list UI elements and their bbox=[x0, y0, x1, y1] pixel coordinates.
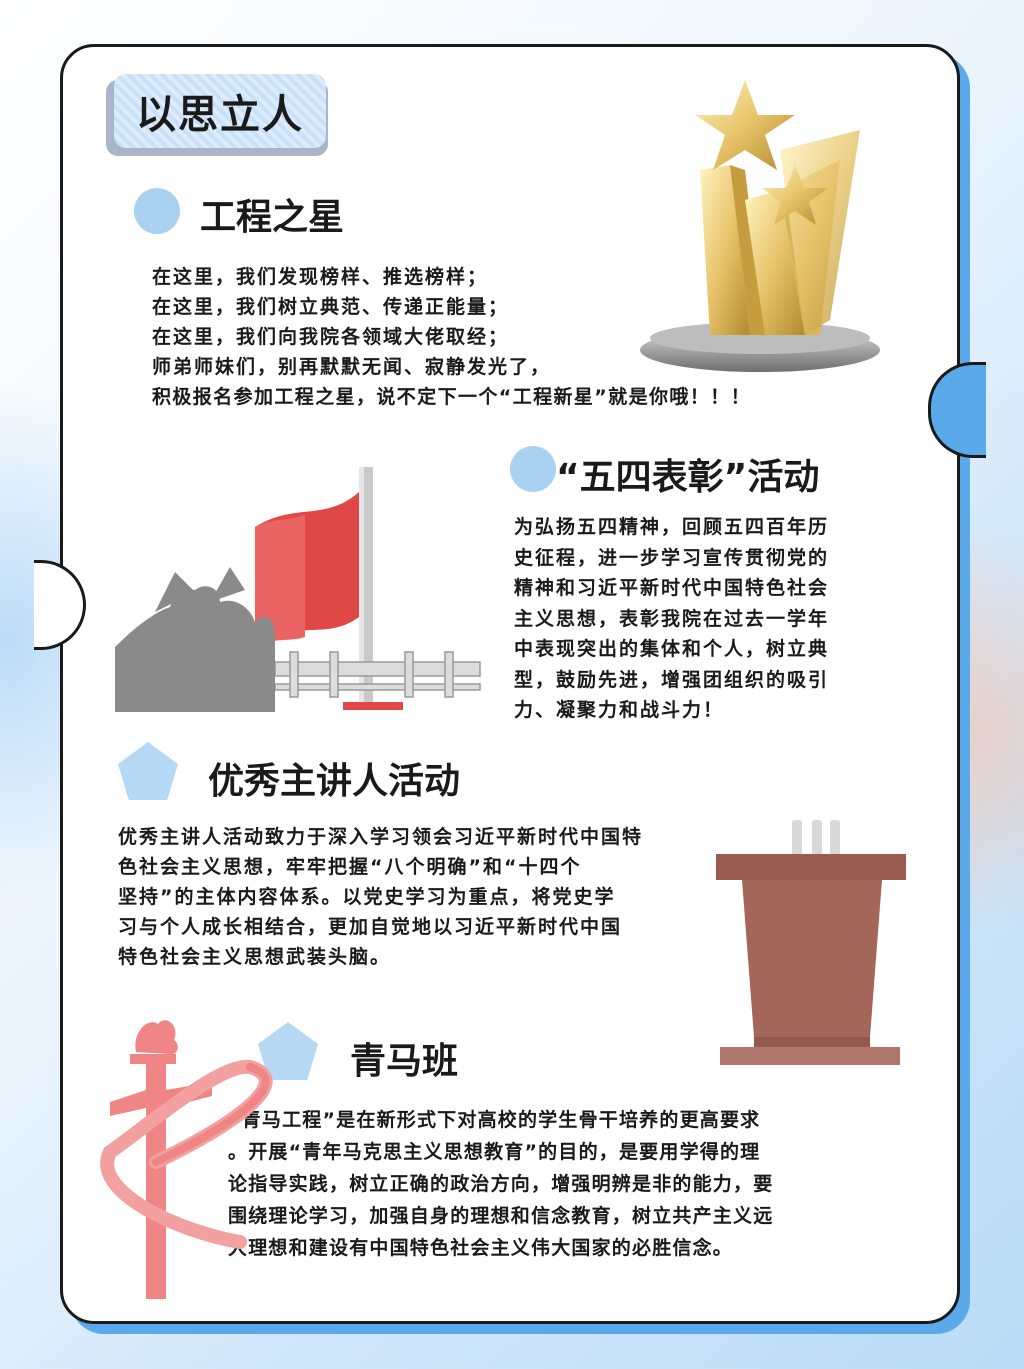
text-line: 色社会主义思想，牢牢把握“八个明确”和“十四个 bbox=[118, 856, 582, 878]
text-line: 论指导实践，树立正确的政治方向，增强明辨是非的能力，要 bbox=[228, 1173, 774, 1195]
section-text-may4: 为弘扬五四精神，回顾五四百年历 史征程，进一步学习宣传贯彻党的 精神和习近平新时… bbox=[514, 512, 829, 726]
text-line: 在这里，我们树立典范、传递正能量； bbox=[152, 296, 510, 318]
text-line: 在这里，我们向我院各领域大佬取经； bbox=[152, 326, 510, 348]
text-line: 师弟师妹们，别再默默无闻、寂静发光了， bbox=[152, 356, 552, 378]
text-line: 特色社会主义思想武装头脑。 bbox=[118, 946, 392, 968]
section-text-qingma: “青马工程”是在新形式下对高校的学生骨干培养的更高要求 。开展“青年马克思主义思… bbox=[228, 1104, 773, 1264]
card-notch-right bbox=[928, 362, 986, 458]
huabiao-pillar-icon bbox=[100, 1020, 273, 1299]
title-tag: 以思立人 bbox=[114, 74, 326, 148]
flag-salute-icon bbox=[115, 467, 481, 712]
text-line: 主义思想，表彰我院在过去一学年 bbox=[514, 607, 830, 630]
section-heading-star: 工程之星 bbox=[200, 197, 345, 238]
section-text-star: 在这里，我们发现榜样、推选榜样； 在这里，我们树立典范、传递正能量； 在这里，我… bbox=[152, 262, 751, 412]
text-line: 积极报名参加工程之星，说不定下一个“工程新星”就是你哦！！！ bbox=[152, 386, 751, 408]
section-heading-may4: “五四表彰”活动 bbox=[556, 457, 820, 498]
text-line: 在这里，我们发现榜样、推选榜样； bbox=[152, 266, 489, 288]
text-line: 大理想和建设有中国特色社会主义伟大国家的必胜信念。 bbox=[228, 1237, 734, 1259]
text-line: 力、凝聚力和战斗力！ bbox=[514, 699, 725, 721]
text-line: 围绕理论学习，加强自身的理想和信念教育，树立共产主义远 bbox=[228, 1205, 774, 1227]
section-heading-qingma: 青马班 bbox=[350, 1041, 459, 1082]
star-trophy-icon bbox=[640, 80, 880, 372]
text-line: 优秀主讲人活动致力于深入学习领会习近平新时代中国特 bbox=[118, 826, 644, 848]
podium-icon bbox=[716, 820, 906, 1065]
text-line: “青马工程”是在新形式下对高校的学生骨干培养的更高要求 bbox=[228, 1109, 761, 1131]
page-title: 以思立人 bbox=[136, 92, 304, 138]
section-text-speaker: 优秀主讲人活动致力于深入学习领会习近平新时代中国特 色社会主义思想，牢牢把握“八… bbox=[118, 822, 643, 972]
text-line: 坚持”的主体内容体系。以党史学习为重点，将党史学 bbox=[118, 886, 616, 908]
text-line: 习与个人成长相结合，更加自觉地以习近平新时代中国 bbox=[118, 916, 623, 938]
section-bullet-may4 bbox=[510, 446, 556, 492]
section-heading-speaker: 优秀主讲人活动 bbox=[208, 761, 461, 802]
text-line: 史征程，进一步学习宣传贯彻党的 bbox=[514, 546, 830, 569]
text-line: 中表现突出的集体和个人，树立典 bbox=[514, 638, 830, 660]
text-line: 精神和习近平新时代中国特色社会 bbox=[514, 577, 830, 599]
text-line: 型，鼓励先进，增强团组织的吸引 bbox=[514, 668, 830, 691]
section-bullet-star bbox=[134, 188, 180, 234]
text-line: 。开展“青年马克思主义思想教育”的目的，是要用学得的理 bbox=[228, 1141, 761, 1163]
text-line: 为弘扬五四精神，回顾五四百年历 bbox=[514, 516, 830, 538]
